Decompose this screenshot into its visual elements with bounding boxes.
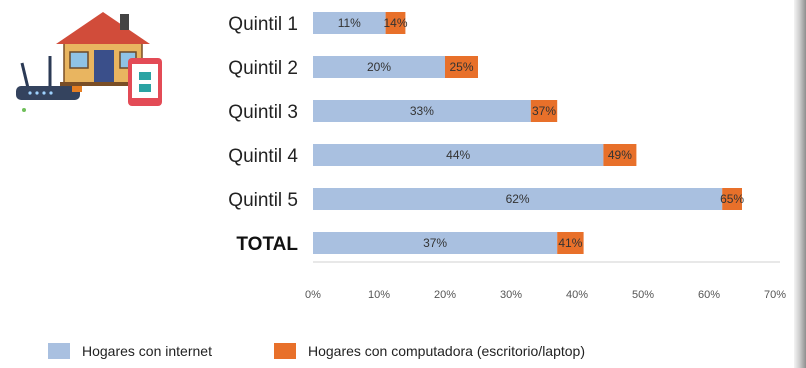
legend-item-internet: Hogares con internet: [48, 343, 212, 359]
data-label-computer: 37%: [532, 104, 556, 118]
data-label-internet: 37%: [423, 236, 447, 250]
tick-label: 70%: [764, 289, 786, 301]
router-icon: [16, 56, 80, 100]
house-icon: [16, 12, 162, 112]
data-label-computer: 25%: [449, 60, 473, 74]
legend-swatch-internet: [48, 343, 70, 359]
bar-internet: [313, 100, 531, 122]
bar-computer: [603, 144, 637, 166]
bar-computer: [530, 100, 558, 122]
legend-label-computer: Hogares con computadora (escritorio/lapt…: [307, 343, 585, 359]
bar-internet: [313, 12, 386, 34]
data-label-computer: 14%: [383, 16, 407, 30]
data-label-computer: 65%: [720, 192, 744, 206]
category-label: TOTAL: [236, 234, 298, 255]
data-label-internet: 62%: [506, 192, 530, 206]
data-label-internet: 33%: [410, 104, 434, 118]
bar-computer: [385, 12, 406, 34]
category-label: Quintil 1: [228, 14, 298, 35]
legend-swatch-computer: [273, 343, 296, 359]
tick-label: 0%: [305, 289, 321, 301]
bar-internet: [313, 232, 558, 254]
category-label: Quintil 3: [228, 102, 298, 123]
legend-label-internet: Hogares con internet: [82, 343, 212, 359]
data-label-computer: 41%: [558, 236, 582, 250]
bar-internet: [313, 144, 604, 166]
data-label-internet: 20%: [367, 60, 391, 74]
x-axis-ticks: 0% 10% 20% 30% 40% 50% 60% 70%: [305, 289, 786, 301]
tick-label: 30%: [500, 289, 522, 301]
tick-label: 10%: [368, 289, 390, 301]
bar-computer: [445, 56, 478, 78]
legend: Hogares con internet Hogares con computa…: [48, 343, 647, 359]
tick-label: 60%: [698, 289, 720, 301]
data-label-internet: 11%: [338, 16, 361, 30]
tablet-icon: [128, 58, 162, 106]
tick-label: 20%: [434, 289, 456, 301]
bar-internet: [313, 56, 445, 78]
bar-internet: [313, 188, 723, 210]
tick-label: 40%: [566, 289, 588, 301]
data-label-computer: 49%: [608, 148, 632, 162]
background-edge: [794, 0, 806, 368]
legend-item-computer: Hogares con computadora (escritorio/lapt…: [273, 343, 585, 359]
category-label: Quintil 5: [228, 190, 298, 211]
category-label: Quintil 4: [228, 146, 298, 167]
bars-group: 11% 14% 20% 25% 33% 37% 44% 49% 62% 65% 37% 41%: [313, 12, 744, 254]
bar-computer: [557, 232, 584, 254]
data-label-internet: 44%: [446, 148, 470, 162]
category-labels: Quintil 1 Quintil 2 Quintil 3 Quintil 4 Quin…: [228, 14, 298, 255]
tick-label: 50%: [632, 289, 654, 301]
bar-computer: [722, 188, 742, 210]
category-label: Quintil 2: [228, 58, 298, 79]
